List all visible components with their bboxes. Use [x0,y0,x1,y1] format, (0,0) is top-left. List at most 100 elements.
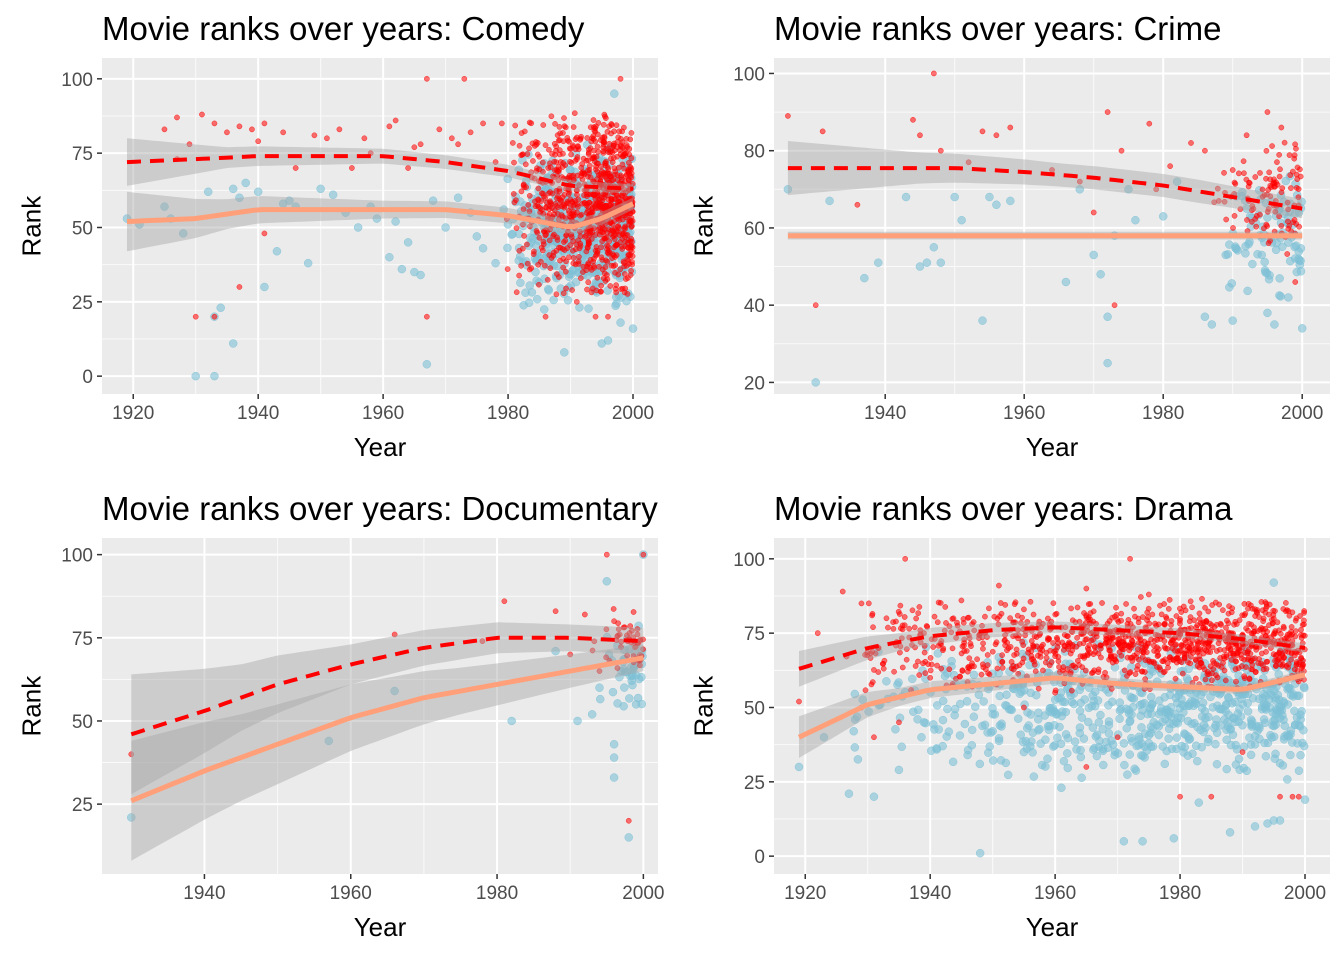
data-point [908,674,917,684]
data-point [1106,618,1113,624]
data-point [567,158,573,165]
data-point [1275,758,1285,768]
data-point [1269,578,1279,587]
data-point [616,318,625,327]
data-point [976,635,982,642]
data-point [1243,132,1250,139]
plot-panel [102,538,658,874]
data-point [1137,594,1144,600]
data-point [985,742,994,751]
data-point [901,192,911,202]
data-point [1205,643,1212,649]
data-point [927,667,934,674]
data-point [1029,772,1039,781]
data-point [997,600,1004,606]
data-point [530,158,536,164]
data-point [1242,610,1249,617]
data-point [1211,199,1218,206]
data-point [1285,256,1295,266]
data-point [1269,721,1279,731]
data-point [1180,643,1186,649]
data-point [249,126,255,133]
data-point [1102,669,1108,676]
data-point [1139,614,1146,620]
data-point [1098,654,1104,661]
data-point [1075,706,1085,716]
data-point [1031,661,1038,668]
data-point [556,124,563,130]
data-point [1193,657,1199,664]
data-point [1284,251,1291,257]
data-point [560,160,566,166]
data-point [1266,169,1273,176]
data-point [567,213,573,220]
data-point [1031,690,1041,700]
y-tick-label: 60 [744,219,765,240]
data-point [1225,283,1234,292]
data-point [623,198,630,204]
data-point [921,643,928,649]
data-point [1098,725,1107,734]
data-point [1225,643,1232,650]
data-point [1236,645,1243,651]
y-tick-label: 80 [744,142,765,163]
data-point [1231,740,1241,750]
data-point [1188,749,1197,758]
data-point [1129,638,1136,645]
data-point [1300,661,1306,668]
data-point [564,175,571,182]
data-point [994,734,1004,743]
data-point [1145,640,1152,647]
data-point [1008,684,1018,693]
data-point [603,145,610,152]
data-point [560,290,567,297]
data-point [1221,198,1228,205]
data-point [969,670,979,680]
data-point [236,123,243,130]
data-point [897,625,904,632]
data-point [619,161,626,168]
data-point [1181,730,1190,739]
confidence-band [131,644,644,861]
data-point [1277,647,1283,654]
data-point [607,283,614,289]
data-point [526,208,533,215]
data-point [392,117,399,124]
x-tick-label: 1920 [112,403,154,424]
data-point [546,237,553,244]
data-point [916,672,923,678]
data-point [1269,686,1279,696]
data-point [1075,723,1085,732]
data-point [999,665,1006,671]
data-point [1140,699,1149,708]
data-point [1272,608,1278,614]
data-point [1015,670,1022,677]
data-point [627,136,634,143]
data-point [1263,175,1269,182]
data-point [585,237,592,244]
data-point [619,243,625,250]
data-point [606,140,613,147]
data-point [292,165,299,171]
data-point [986,605,992,612]
data-point [1022,723,1032,733]
data-point [1199,663,1206,670]
data-point [1006,196,1015,206]
data-point [557,130,564,137]
data-point [595,683,604,692]
data-point [561,115,567,121]
data-point [553,247,560,254]
data-point [1157,602,1163,609]
data-point [1003,770,1013,780]
data-point [1300,683,1309,693]
data-point [999,652,1006,658]
data-point [621,271,628,277]
data-point [916,604,923,610]
data-point [1222,735,1231,745]
x-tick-label: 1980 [1159,883,1201,904]
data-point [516,142,523,149]
data-point [1286,684,1295,693]
x-tick-label: 1940 [237,403,279,424]
data-point [962,697,972,706]
data-point [520,181,527,188]
